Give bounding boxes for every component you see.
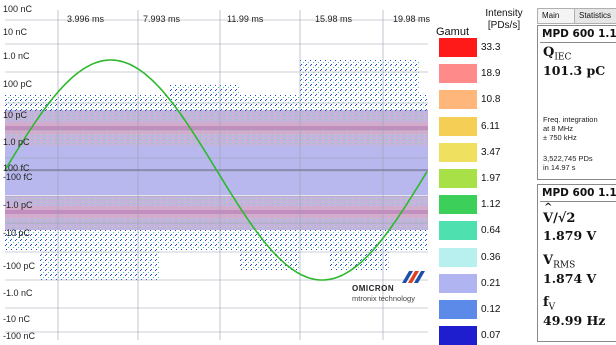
panel-title: MPD 600 1.1:	[542, 28, 616, 40]
tab-main[interactable]: Main	[537, 8, 575, 24]
intensity-color-swatch	[439, 38, 477, 57]
y-axis-tick-label: 10 pC	[3, 110, 28, 120]
charge-panel: MPD 600 1.1: QIEC 101.3 pC Freq. integra…	[537, 25, 616, 180]
prpd-pattern-canvas	[4, 10, 428, 340]
intensity-value: 18.9	[481, 68, 501, 80]
omicron-logo: OMICRON mtronix technology	[352, 271, 432, 314]
q-iec-value: 101.3 pC	[543, 63, 606, 78]
intensity-value: 1.97	[481, 173, 501, 184]
panel-title: MPD 600 1.1:	[542, 187, 616, 199]
panel-divider	[540, 42, 616, 43]
intensity-value: 0.21	[481, 277, 501, 289]
intensity-color-swatch	[439, 273, 477, 293]
v-rms-symbol: VRMS	[543, 253, 576, 271]
intensity-color-swatch	[439, 195, 477, 215]
intensity-label: Intensity	[485, 8, 523, 19]
q-iec-symbol: QIEC	[543, 45, 572, 63]
intensity-value: 0.36	[481, 251, 501, 263]
frequency-value: 49.99 Hz	[543, 313, 606, 328]
y-axis-tick-label: 100 fC	[3, 163, 30, 173]
logo-subtitle: mtronix technology	[352, 294, 415, 303]
freq-integration-info: Freq. integration at 8 MHz ± 750 kHz	[543, 115, 598, 142]
intensity-color-swatch	[439, 142, 477, 162]
intensity-value: 0.07	[481, 330, 501, 342]
y-axis-tick-label: 10 nC	[3, 27, 28, 37]
intensity-value: 1.12	[481, 199, 501, 211]
intensity-value: 0.12	[481, 304, 501, 315]
y-axis-tick-label: 100 nC	[3, 4, 33, 14]
prpd-plot[interactable]: 100 nC 10 nC 1.0 nC 100 pC 10 pC 1.0 pC 100 fC…	[0, 0, 432, 341]
time-axis-label: 11.99 ms	[227, 14, 264, 24]
test-voltage-sine	[4, 59, 428, 281]
frequency-symbol: fV	[543, 295, 556, 313]
intensity-color-swatch	[439, 90, 477, 110]
time-axis-label: 15.98 ms	[315, 14, 353, 24]
intensity-color-swatch	[439, 300, 477, 319]
panel-divider	[540, 201, 616, 202]
intensity-color-swatch	[439, 326, 477, 345]
pd-count-info: 3,522,745 PDs in 14.97 s	[543, 154, 593, 172]
intensity-color-swatch	[439, 64, 477, 84]
time-axis-label: 3.996 ms	[67, 14, 105, 24]
intensity-value: 10.8	[481, 94, 501, 106]
intensity-header: Intensity [PDs/s]	[474, 8, 534, 32]
v-peak-symbol: ^ V/√2	[543, 202, 576, 226]
y-axis-tick-label: -1.0 nC	[3, 288, 33, 298]
y-axis-tick-label: 1.0 nC	[3, 51, 30, 61]
intensity-color-swatch	[439, 169, 477, 188]
intensity-color-swatch	[439, 221, 477, 241]
y-axis-tick-label: 100 pC	[3, 79, 33, 89]
omicron-mark-icon	[402, 271, 425, 283]
intensity-unit: [PDs/s]	[487, 20, 521, 31]
intensity-color-swatch	[439, 116, 477, 136]
y-axis-tick-label: -10 nC	[3, 314, 31, 324]
voltage-panel: MPD 600 1.1: ^ V/√2 1.879 V VRMS 1.874 V …	[537, 184, 616, 342]
time-axis-label: 7.993 ms	[143, 14, 181, 24]
y-axis-tick-label: -100 pC	[3, 261, 36, 271]
intensity-value: 0.64	[481, 225, 501, 237]
gamut-label: Gamut	[436, 26, 470, 38]
y-axis-tick-label: -10 pC	[3, 228, 31, 238]
intensity-value: 3.47	[481, 146, 501, 158]
y-axis-tick-label: -1.0 pC	[3, 200, 33, 210]
intensity-value: 6.11	[481, 120, 500, 132]
intensity-color-swatch	[439, 247, 477, 267]
y-axis-tick-label: 1.0 pC	[3, 137, 30, 147]
y-axis-tick-label: -100 fC	[3, 172, 33, 182]
logo-name: OMICRON	[352, 284, 395, 293]
intensity-value: 33.3	[481, 42, 501, 53]
tab-statistics[interactable]: Statistics	[574, 8, 616, 24]
time-axis-label: 19.98 ms	[393, 14, 431, 24]
v-rms-value: 1.874 V	[543, 271, 597, 286]
v-peak-value: 1.879 V	[543, 228, 597, 243]
y-axis-tick-label: -100 nC	[3, 331, 36, 341]
